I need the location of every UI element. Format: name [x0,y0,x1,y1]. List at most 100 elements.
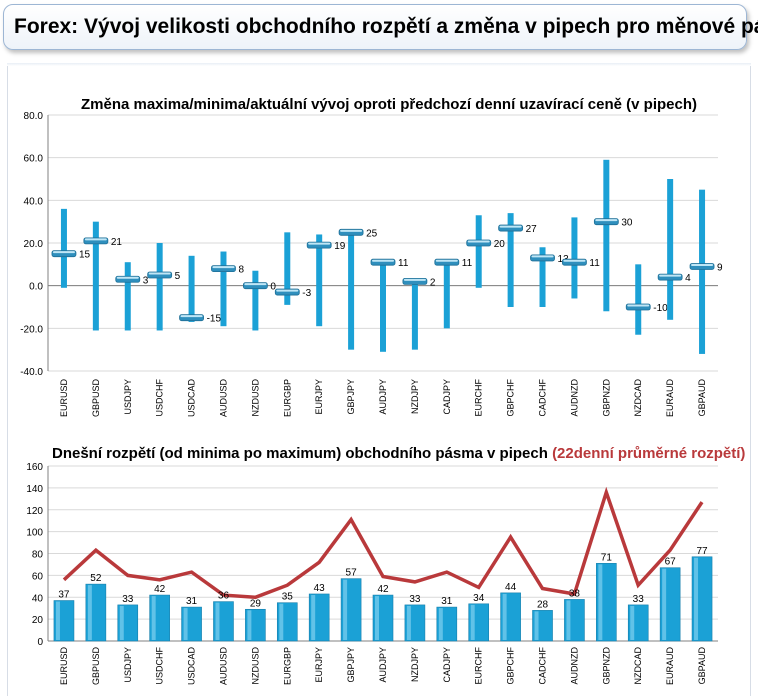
chart2-average-line [62,486,704,600]
chart2-bar-highlight [534,611,539,640]
chart1-range-bar [667,179,674,320]
chart1-x-tick-label: GBPCHF [506,379,516,417]
chart2-y-tick-label: 0 [37,637,43,648]
chart1-close-marker-highlight [148,272,171,275]
chart2-data-label: 34 [473,593,485,604]
chart2-bar-highlight [343,579,348,640]
chart2-x-tick-label: AUDJPY [378,647,388,683]
chart1-data-label: 27 [526,224,538,235]
chart2-data-label: 28 [537,599,549,610]
chart2-x-tick-label: EURUSD [59,647,69,686]
chart1-range-bar [539,247,546,307]
chart1-range-bar [220,251,227,327]
chart1-x-tick-label: GBPUSD [91,379,101,418]
chart2-bar-highlight [55,601,60,640]
chart1-range-bar [603,159,610,312]
chart1-close-marker-highlight [308,242,331,245]
chart2-x-tick-label: NZDJPY [410,647,420,682]
chart1-close-marker-highlight [212,266,235,269]
chart1-close-marker-highlight [467,240,490,243]
chart2-bar-highlight [247,610,252,640]
chart1-close-marker-highlight [563,259,586,262]
chart1-data-label: 5 [175,271,181,282]
chart2-data-label: 31 [186,596,198,607]
chart2-data-label: 43 [314,583,326,594]
chart1-close-marker-highlight [116,276,139,279]
chart1-x-tick-label: USDJPY [123,379,133,415]
chart2-bar-highlight [375,596,379,640]
chart1-range-bar [188,255,195,322]
chart1-x-tick-label: AUDUSD [218,379,228,418]
chart1-range-bar [156,243,163,331]
chart2-data-label: 52 [90,573,102,584]
chart1-data-label: 8 [238,265,244,276]
chart2-data-label: 37 [58,590,70,601]
chart2-data-label: 71 [601,552,613,563]
chart2-data-label: 38 [569,588,581,599]
chart2-data-label: 36 [218,591,230,602]
chart1-range-bar [699,189,706,354]
chart2-x-tick-label: USDCHF [155,646,165,684]
chart2-title-highlight: (22denní průměrné rozpětí) [552,445,745,462]
chart1-x-tick-label: NZDCAD [633,379,643,417]
chart2-bar-highlight [630,605,635,640]
chart2-y-tick-label: 80 [32,550,44,561]
chart2-x-tick-label: NZDUSD [250,647,260,685]
chart1-x-tick-label: EURUSD [59,379,69,418]
chart1-range-bar [124,262,131,331]
chart2-bar-highlight [215,602,220,640]
chart1-range-bar [571,217,578,299]
chart1-x-tick-label: EURAUD [665,379,675,418]
chart1-x-tick-label: EURGBP [282,379,292,417]
chart1-close-marker-highlight [499,225,522,228]
chart2-bar-highlight [598,564,603,640]
chart2-x-tick-label: GBPUSD [91,647,101,686]
chart2-data-label: 31 [441,596,453,607]
chart1-close-marker-highlight [340,229,363,232]
chart2-y-tick-label: 40 [32,593,44,604]
chart2-data-label: 33 [633,594,645,605]
chart1-data-label: 4 [685,273,691,284]
chart2-data-label: 44 [505,582,517,593]
chart1-range-bar [475,215,482,288]
chart2-x-tick-label: USDJPY [123,647,133,683]
chart2-data-label: 67 [665,557,677,568]
chart1-x-tick-label: GBPAUD [697,379,707,417]
chart1-data-label: 11 [398,258,409,269]
chart1-x-tick-label: CADJPY [442,379,452,415]
chart2-x-tick-label: EURJPY [314,647,324,683]
chart2-data-label: 33 [409,594,421,605]
title-bar: Forex: Vývoj velikosti obchodního rozpět… [3,4,758,50]
chart2-x-tick-label: GBPAUD [697,647,707,685]
chart1-range-bar [635,264,642,335]
chart2-x-tick-label: GBPJPY [346,647,356,683]
chart1-close-marker-highlight [691,263,714,266]
chart1-range-bar [443,262,450,329]
chart1-data-label: -15 [207,314,222,325]
chart1-close-marker-highlight [276,289,299,292]
chart2-bar-highlight [438,608,443,640]
chart2-data-label: 35 [282,592,294,603]
chart1-x-tick-label: AUDNZD [569,379,579,417]
chart1-range-bar [284,232,291,305]
chart2-y-tick-label: 100 [26,528,43,539]
chart2-data-label: 57 [346,568,358,579]
chart2-x-tick-label: USDCAD [187,647,197,686]
chart2-bar-highlight [662,568,667,640]
chart1-close-marker-highlight [627,304,650,307]
chart2-y-tick-label: 60 [32,571,44,582]
chart2-x-tick-label: GBPCHF [506,647,516,685]
chart2-data-label: 33 [122,594,134,605]
chart1-data-label: 2 [430,277,436,288]
chart1-x-tick-label: NZDUSD [250,379,260,417]
chart1-close-marker-highlight [52,251,75,254]
chart1-close-marker-highlight [595,219,618,222]
chart1-data-label: 20 [494,239,506,250]
chart2-bar-highlight [470,604,475,640]
chart2-bar-highlight [279,603,284,640]
chart2-bar-highlight [566,600,571,640]
chart1-x-tick-label: AUDJPY [378,379,388,415]
chart1-y-tick-label: 40.0 [24,196,44,207]
chart1-x-tick-label: EURCHF [474,378,484,416]
